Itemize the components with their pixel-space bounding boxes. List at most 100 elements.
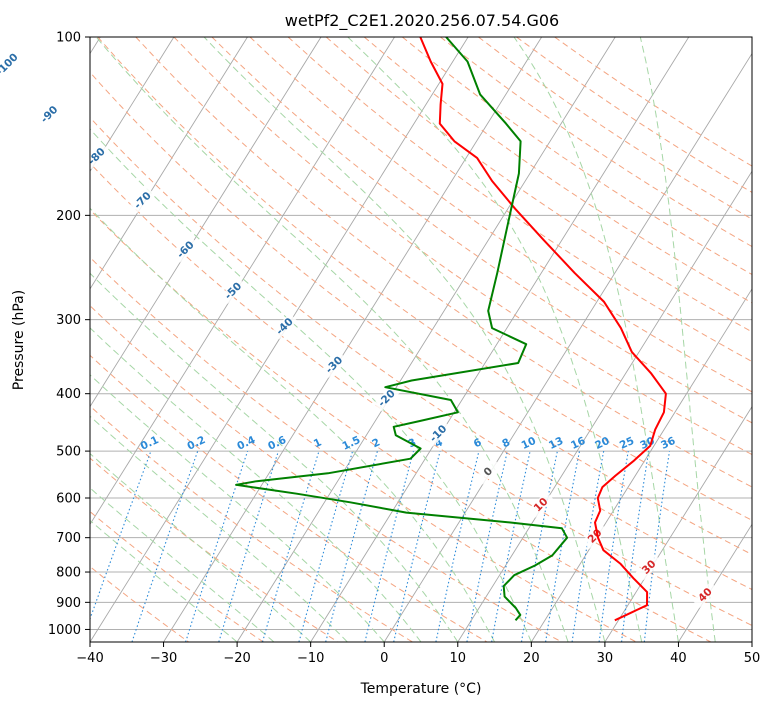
isotherm-label-bg (474, 458, 502, 485)
isotherm-label-bg (219, 277, 247, 304)
isotherm-label-bg (172, 236, 199, 263)
dewpoint-profile-line (235, 37, 569, 621)
isotherm-line (163, 37, 543, 642)
isotherm-label-bg (691, 581, 719, 608)
isotherm-label-bg (36, 101, 63, 128)
mixing-ratio-label: 0.2 (185, 434, 207, 453)
y-tick-label: 200 (56, 209, 81, 224)
dry-adiabat-line (97, 37, 752, 521)
mixing-ratio-label: 6 (472, 436, 484, 450)
x-tick-label: 30 (597, 651, 614, 666)
moist-adiabat-line (90, 128, 532, 642)
isotherm-label-bg (129, 187, 156, 214)
moist-adiabat-line (639, 37, 716, 642)
moist-adiabat-line (347, 37, 643, 642)
isotherm-label: 0 (474, 458, 502, 485)
mixing-ratio-line (621, 451, 650, 642)
moist-adiabat-line (90, 327, 422, 642)
x-tick-label: −10 (297, 651, 324, 666)
x-tick-label: −20 (223, 651, 250, 666)
isotherm-label-bg (373, 385, 400, 412)
mixing-ratio-label: 0.1 (139, 434, 161, 453)
isotherm-label-bg (271, 313, 298, 340)
isotherm-line (530, 288, 752, 642)
x-axis: −40 −30 −20 −10 0 10 20 30 40 50 (76, 642, 760, 666)
mixing-ratio-line (364, 450, 415, 642)
dry-adiabat-line (249, 37, 752, 393)
isotherm-label: -60 (172, 236, 199, 263)
y-tick-label: 900 (56, 596, 81, 611)
mixing-ratio-label: 36 (659, 435, 677, 452)
isotherm-label: -90 (36, 101, 63, 128)
x-tick-label: 50 (744, 651, 761, 666)
mixing-ratio-label: 1 (312, 436, 324, 450)
mixing-ratio-label: 13 (547, 435, 565, 452)
x-tick-label: 10 (450, 651, 467, 666)
mixing-ratio-line (598, 451, 629, 642)
dry-adiabat-line (90, 565, 189, 642)
moist-adiabat-line (95, 37, 569, 642)
isotherm-line (678, 523, 752, 642)
moist-adiabat-line (90, 207, 496, 642)
y-axis: 100 200 300 400 500 600 700 800 900 1000 (48, 31, 90, 638)
isotherm-label-bg (320, 351, 348, 378)
x-axis-title: Temperature (°C) (360, 681, 482, 697)
isotherm-label-text: -100 (0, 51, 21, 78)
dry-adiabat-line (90, 116, 752, 591)
isotherm-label-bg (425, 420, 452, 447)
y-tick-label: 600 (56, 492, 81, 507)
isotherm-label: -80 (83, 143, 110, 170)
mixing-ratio-line (218, 450, 279, 642)
dry-adiabat-line (440, 37, 752, 248)
mixing-ratio-line (466, 450, 508, 642)
dry-adiabat-line (90, 405, 413, 642)
mixing-ratio-line (298, 450, 354, 642)
dry-adiabat-line (90, 71, 752, 556)
plot-frame (89, 36, 753, 643)
y-tick-label: 800 (56, 566, 81, 581)
isotherm-label: -40 (271, 313, 298, 340)
isotherm-line (90, 37, 469, 642)
dry-adiabat-line (90, 510, 264, 642)
isotherm-label: 10 (527, 491, 554, 518)
x-tick-label: 40 (670, 651, 687, 666)
profile-lines (235, 37, 667, 622)
mixing-ratio-line (131, 450, 199, 642)
isotherm-line (604, 405, 752, 642)
isotherm-line (457, 170, 752, 642)
mixing-ratio-label: 25 (618, 435, 636, 452)
y-tick-label: 100 (56, 31, 81, 46)
moist-adiabat-line (203, 37, 606, 642)
x-tick-label: −30 (150, 651, 177, 666)
background-lines (90, 37, 752, 642)
isotherm-line (90, 37, 322, 408)
dry-adiabat-line (211, 37, 752, 424)
y-tick-label: 500 (56, 445, 81, 460)
y-tick-label: 400 (56, 387, 81, 402)
moist-adiabat-line (513, 37, 679, 642)
isotherm-label-bg (527, 491, 554, 518)
isotherm-line (90, 37, 175, 173)
moist-adiabat-line (90, 272, 459, 642)
isotherm-label: -100 (0, 51, 21, 78)
isotherm-label: -30 (320, 351, 348, 378)
dry-adiabat-line (287, 37, 752, 363)
mixing-ratio-line (435, 450, 480, 642)
dry-adiabat-line (401, 37, 752, 276)
isotherm-label: -70 (129, 187, 156, 214)
moist-adiabat-line (90, 487, 275, 642)
mixing-ratio-label: 10 (520, 435, 538, 452)
y-tick-label: 700 (56, 531, 81, 546)
dry-adiabat-line (90, 209, 712, 642)
x-tick-label: 20 (523, 651, 540, 666)
y-tick-label: 1000 (48, 623, 81, 638)
mixing-ratio-label: 20 (593, 435, 611, 452)
dry-adiabat-line (90, 354, 488, 642)
isotherm-label: 40 (691, 581, 719, 608)
isotherm-label: -50 (219, 277, 247, 304)
mixing-ratio-label: 2 (370, 436, 382, 450)
mixing-ratio-line (643, 451, 671, 642)
temperature-profile-line (419, 37, 667, 622)
mixing-ratio-line (90, 450, 152, 621)
